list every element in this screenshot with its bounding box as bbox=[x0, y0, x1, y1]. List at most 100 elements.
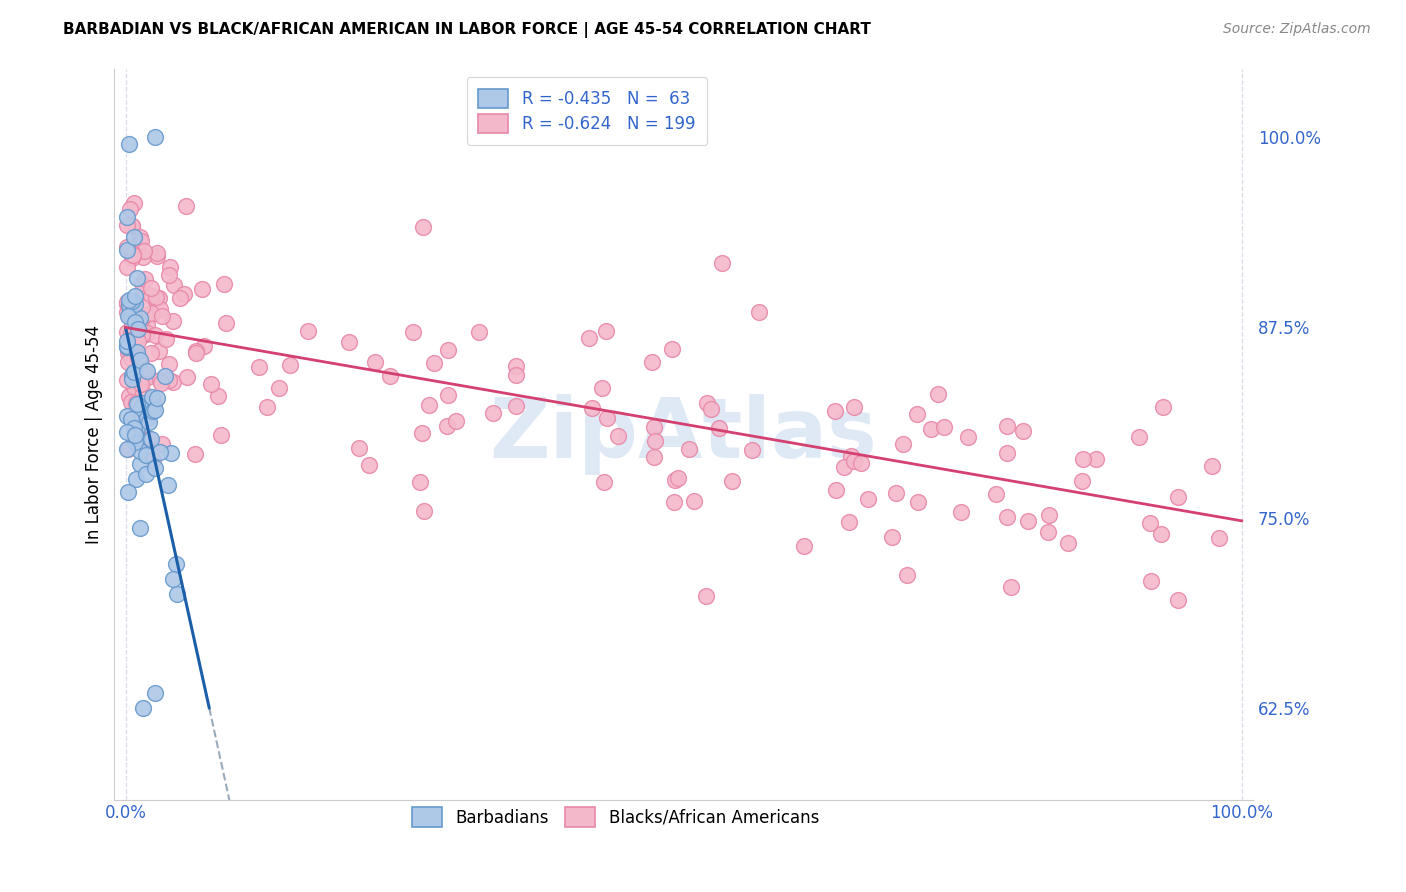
Point bbox=[661, 342, 683, 356]
Point bbox=[120, 326, 142, 341]
Legend: Barbadians, Blacks/African Americans: Barbadians, Blacks/African Americans bbox=[404, 799, 827, 835]
Point bbox=[683, 493, 706, 508]
Point bbox=[1057, 536, 1080, 550]
Point bbox=[1201, 459, 1223, 474]
Point bbox=[145, 461, 167, 475]
Point bbox=[446, 414, 468, 428]
Point bbox=[122, 310, 145, 324]
Point bbox=[157, 357, 180, 371]
Point bbox=[115, 338, 138, 352]
Point bbox=[880, 530, 903, 544]
Point bbox=[117, 299, 139, 313]
Point bbox=[437, 388, 460, 402]
Point bbox=[115, 334, 138, 348]
Point bbox=[117, 442, 139, 457]
Point bbox=[643, 419, 665, 434]
Point bbox=[124, 297, 146, 311]
Point bbox=[162, 375, 184, 389]
Point bbox=[1167, 490, 1189, 504]
Y-axis label: In Labor Force | Age 45-54: In Labor Force | Age 45-54 bbox=[86, 325, 103, 543]
Point bbox=[468, 326, 491, 340]
Point bbox=[129, 521, 152, 535]
Point bbox=[927, 387, 949, 401]
Point bbox=[138, 370, 160, 384]
Point bbox=[129, 376, 152, 391]
Point bbox=[129, 230, 152, 244]
Point bbox=[191, 282, 214, 296]
Point bbox=[131, 250, 153, 264]
Point bbox=[143, 686, 166, 700]
Point bbox=[118, 136, 141, 151]
Point bbox=[641, 355, 664, 369]
Point bbox=[125, 379, 148, 393]
Point bbox=[1071, 452, 1094, 467]
Point bbox=[117, 355, 139, 369]
Point bbox=[135, 467, 157, 481]
Point bbox=[741, 442, 763, 457]
Point bbox=[117, 485, 139, 500]
Point bbox=[143, 327, 166, 342]
Point bbox=[141, 346, 163, 360]
Text: Source: ZipAtlas.com: Source: ZipAtlas.com bbox=[1223, 22, 1371, 37]
Point bbox=[709, 421, 731, 435]
Point bbox=[920, 422, 942, 436]
Point bbox=[150, 437, 173, 451]
Point bbox=[212, 277, 235, 291]
Point bbox=[124, 320, 146, 334]
Point bbox=[131, 327, 153, 342]
Point bbox=[337, 334, 360, 349]
Point bbox=[482, 407, 505, 421]
Point bbox=[115, 295, 138, 310]
Point bbox=[117, 240, 139, 254]
Point bbox=[166, 587, 188, 601]
Point bbox=[165, 557, 187, 571]
Point bbox=[412, 219, 434, 234]
Point bbox=[950, 505, 973, 519]
Point bbox=[132, 326, 155, 340]
Point bbox=[155, 332, 177, 346]
Point bbox=[1000, 580, 1022, 594]
Point bbox=[142, 398, 165, 412]
Point bbox=[666, 471, 689, 485]
Point bbox=[127, 396, 149, 410]
Point bbox=[127, 403, 149, 417]
Point bbox=[174, 198, 197, 212]
Point bbox=[131, 301, 153, 315]
Text: BARBADIAN VS BLACK/AFRICAN AMERICAN IN LABOR FORCE | AGE 45-54 CORRELATION CHART: BARBADIAN VS BLACK/AFRICAN AMERICAN IN L… bbox=[63, 22, 872, 38]
Point bbox=[122, 395, 145, 409]
Point bbox=[115, 442, 138, 456]
Point bbox=[124, 434, 146, 449]
Point bbox=[280, 358, 302, 372]
Point bbox=[148, 291, 170, 305]
Point bbox=[135, 364, 157, 378]
Point bbox=[122, 293, 145, 308]
Point bbox=[122, 248, 145, 262]
Point bbox=[1152, 400, 1174, 414]
Point bbox=[748, 305, 770, 319]
Point bbox=[135, 318, 157, 332]
Point bbox=[644, 434, 666, 449]
Point bbox=[120, 351, 142, 365]
Point bbox=[696, 396, 718, 410]
Point bbox=[148, 344, 170, 359]
Point bbox=[896, 568, 918, 582]
Point bbox=[841, 449, 863, 463]
Point bbox=[121, 305, 143, 319]
Point bbox=[162, 277, 184, 292]
Point bbox=[115, 305, 138, 319]
Point bbox=[125, 318, 148, 332]
Point bbox=[121, 372, 143, 386]
Point bbox=[117, 346, 139, 360]
Point bbox=[256, 401, 278, 415]
Point bbox=[891, 437, 914, 451]
Point bbox=[124, 472, 146, 486]
Point bbox=[117, 310, 139, 324]
Point bbox=[122, 380, 145, 394]
Point bbox=[347, 441, 370, 455]
Point bbox=[297, 324, 319, 338]
Point bbox=[995, 446, 1018, 460]
Point bbox=[169, 291, 191, 305]
Point bbox=[115, 340, 138, 354]
Point bbox=[124, 424, 146, 438]
Point bbox=[884, 486, 907, 500]
